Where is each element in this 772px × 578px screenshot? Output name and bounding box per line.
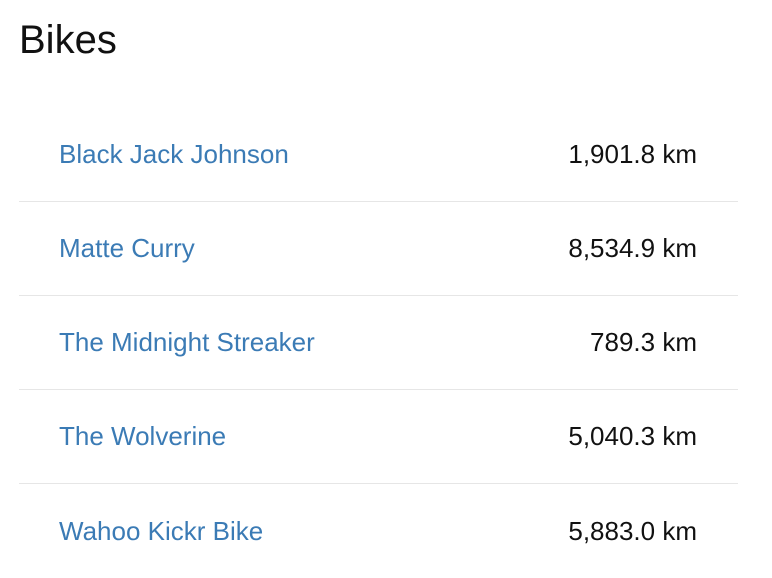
bike-link[interactable]: The Wolverine: [59, 421, 227, 451]
bike-link[interactable]: Matte Curry: [59, 233, 195, 263]
bike-row: Black Jack Johnson 1,901.8 km: [19, 108, 738, 202]
bike-distance: 5,040.3 km: [568, 421, 697, 451]
bike-row: Matte Curry 8,534.9 km: [19, 202, 738, 296]
bike-row: The Midnight Streaker 789.3 km: [19, 296, 738, 390]
bike-link[interactable]: Black Jack Johnson: [59, 139, 289, 169]
bike-row: Wahoo Kickr Bike 5,883.0 km: [19, 484, 738, 578]
bike-row: The Wolverine 5,040.3 km: [19, 390, 738, 484]
bike-link[interactable]: The Midnight Streaker: [59, 327, 315, 357]
bike-distance: 5,883.0 km: [568, 515, 697, 546]
bike-list: Black Jack Johnson 1,901.8 km Matte Curry…: [19, 108, 738, 578]
bike-distance: 1,901.8 km: [568, 139, 697, 169]
bike-link[interactable]: Wahoo Kickr Bike: [59, 515, 264, 546]
bike-distance: 789.3 km: [590, 327, 697, 357]
page-title: Bikes: [19, 18, 117, 62]
bike-distance: 8,534.9 km: [568, 233, 697, 263]
